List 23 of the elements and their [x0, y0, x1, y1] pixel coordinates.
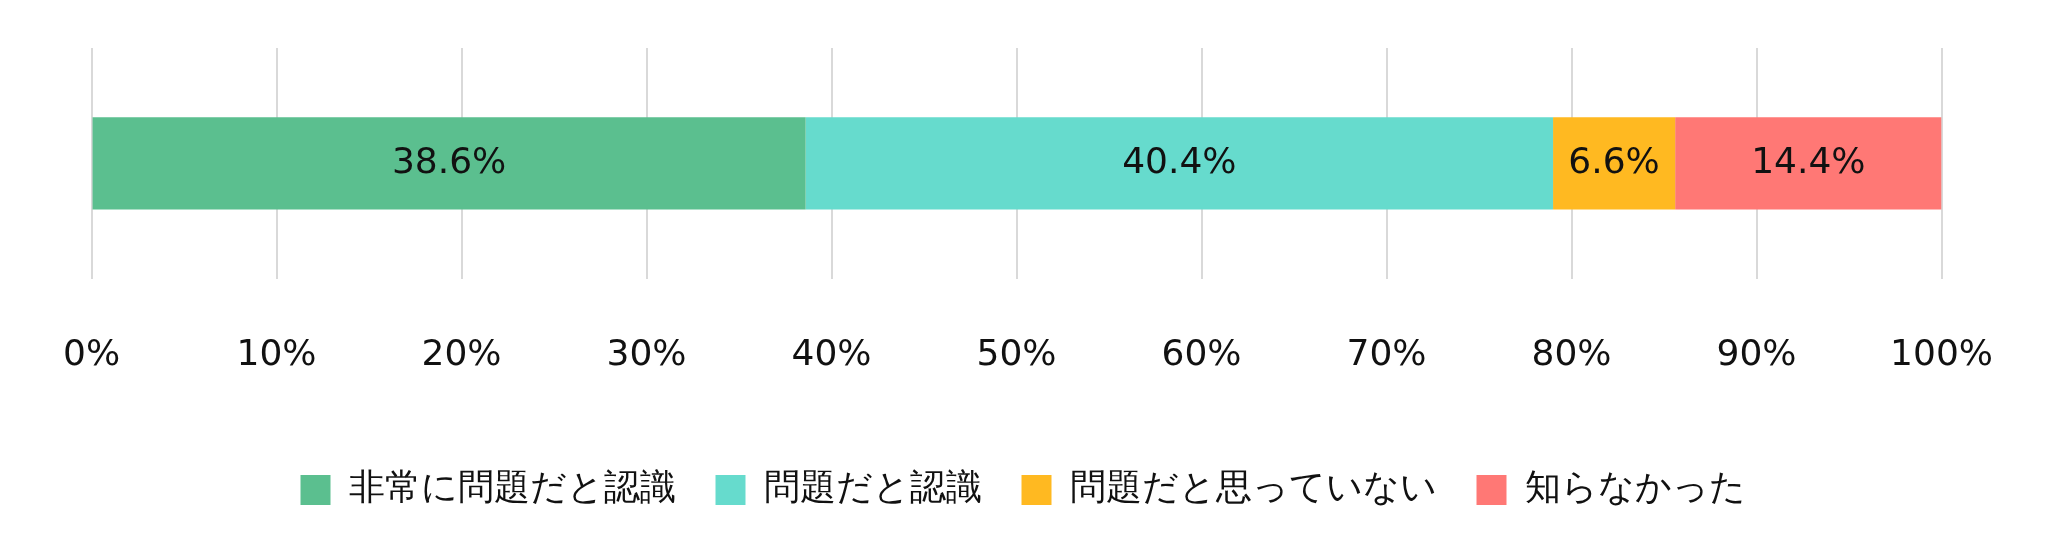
x-tick-label: 30% [606, 331, 687, 373]
x-tick-label: 10% [236, 331, 317, 373]
legend-label: 知らなかった [1524, 466, 1746, 508]
data-label: 40.4% [1122, 139, 1237, 181]
x-tick-label: 80% [1531, 331, 1612, 373]
data-label: 14.4% [1751, 139, 1866, 181]
legend-label: 問題だと認識 [763, 466, 982, 508]
x-tick-label: 0% [62, 331, 121, 373]
x-tick-label: 100% [1890, 331, 1993, 373]
x-tick-label: 70% [1346, 331, 1427, 373]
x-tick-label: 60% [1161, 331, 1242, 373]
bar [1553, 117, 1676, 210]
x-tick-label: 20% [421, 331, 502, 373]
data-label: 38.6% [391, 139, 507, 181]
x-tick-label: 90% [1716, 331, 1797, 373]
legend-label: 非常に問題だと認識 [348, 466, 676, 508]
bar [92, 117, 806, 210]
x-tick-label: 40% [791, 331, 872, 373]
x-tick-label: 50% [976, 331, 1057, 373]
bar [1675, 117, 1942, 210]
legend-label: 問題だと思っていない [1069, 466, 1437, 508]
bar [805, 117, 1554, 210]
data-label: 6.6% [1568, 139, 1660, 181]
